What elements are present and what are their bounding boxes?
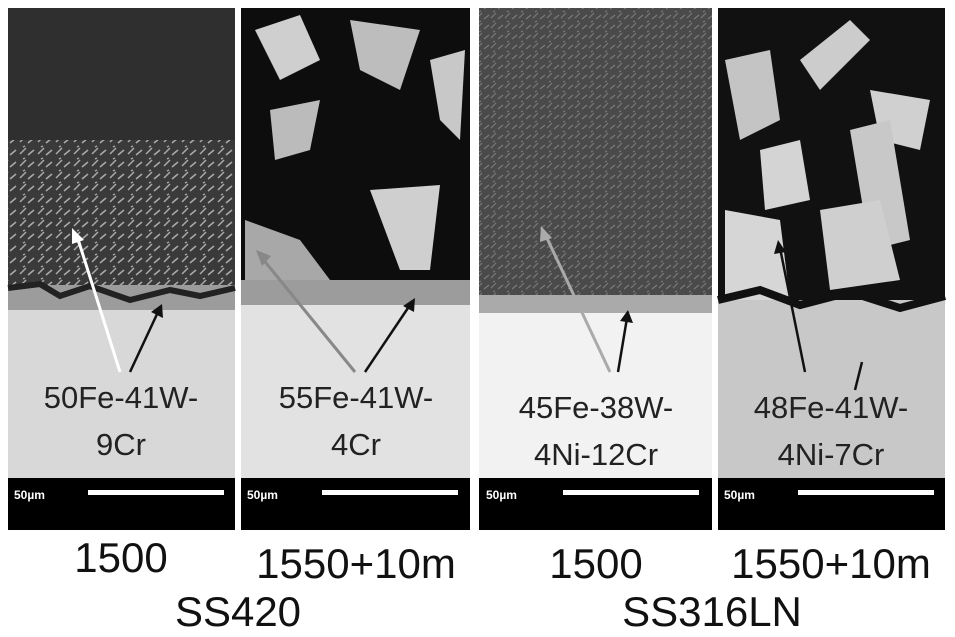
group-label: SS316LN — [622, 588, 802, 635]
condition-label: 1550+10m — [256, 540, 456, 587]
condition-label: 1500 — [549, 540, 642, 587]
composition-label: 48Fe-41W- — [754, 390, 909, 425]
condition-label: 1550+10m — [731, 540, 931, 587]
composition-label: 4Cr — [331, 427, 381, 462]
composition-label: 50Fe-41W- — [44, 380, 199, 415]
figure: 50µm 50µm 50µm 50µm 50Fe-41W- 9Cr 55Fe-4… — [0, 0, 955, 637]
scale-bar-label: 50µm — [14, 488, 45, 502]
group-label: SS420 — [175, 588, 301, 635]
scale-bar-label: 50µm — [247, 488, 278, 502]
composition-label: 4Ni-12Cr — [534, 437, 658, 472]
composition-label: 9Cr — [96, 427, 146, 462]
composition-label: 45Fe-38W- — [519, 390, 674, 425]
composition-label: 4Ni-7Cr — [778, 437, 885, 472]
scale-bar-label: 50µm — [724, 488, 755, 502]
scale-bars: 50µm 50µm 50µm 50µm — [8, 478, 945, 530]
condition-label: 1500 — [74, 534, 167, 581]
scale-bar-label: 50µm — [486, 488, 517, 502]
composition-label: 55Fe-41W- — [279, 380, 434, 415]
